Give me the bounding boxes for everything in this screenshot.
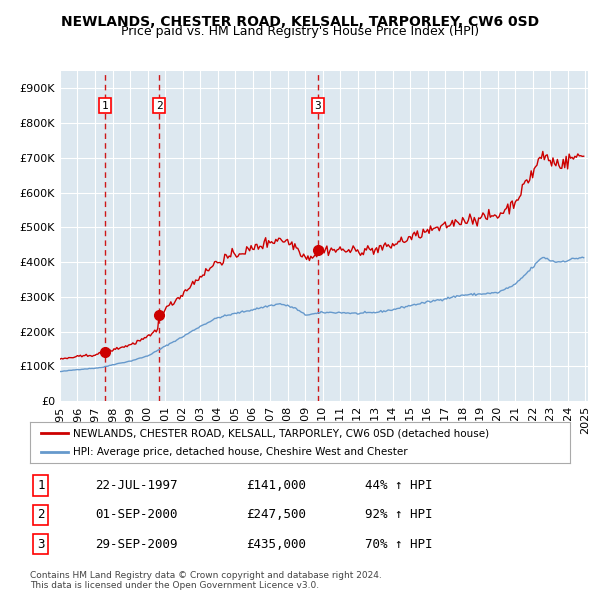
Text: 01-SEP-2000: 01-SEP-2000 <box>95 508 178 522</box>
Text: 2: 2 <box>156 100 163 110</box>
Text: NEWLANDS, CHESTER ROAD, KELSALL, TARPORLEY, CW6 0SD: NEWLANDS, CHESTER ROAD, KELSALL, TARPORL… <box>61 15 539 29</box>
Text: NEWLANDS, CHESTER ROAD, KELSALL, TARPORLEY, CW6 0SD (detached house): NEWLANDS, CHESTER ROAD, KELSALL, TARPORL… <box>73 428 490 438</box>
Text: £435,000: £435,000 <box>246 537 306 550</box>
Text: 70% ↑ HPI: 70% ↑ HPI <box>365 537 432 550</box>
Text: 92% ↑ HPI: 92% ↑ HPI <box>365 508 432 522</box>
Text: 22-JUL-1997: 22-JUL-1997 <box>95 479 178 492</box>
Text: HPI: Average price, detached house, Cheshire West and Chester: HPI: Average price, detached house, Ches… <box>73 447 408 457</box>
Text: 29-SEP-2009: 29-SEP-2009 <box>95 537 178 550</box>
Text: 2: 2 <box>37 508 44 522</box>
Text: 3: 3 <box>37 537 44 550</box>
Text: Price paid vs. HM Land Registry's House Price Index (HPI): Price paid vs. HM Land Registry's House … <box>121 25 479 38</box>
Text: 3: 3 <box>315 100 322 110</box>
Text: 1: 1 <box>37 479 44 492</box>
Text: £141,000: £141,000 <box>246 479 306 492</box>
Text: 44% ↑ HPI: 44% ↑ HPI <box>365 479 432 492</box>
Text: 1: 1 <box>101 100 108 110</box>
Text: This data is licensed under the Open Government Licence v3.0.: This data is licensed under the Open Gov… <box>30 581 319 589</box>
Text: Contains HM Land Registry data © Crown copyright and database right 2024.: Contains HM Land Registry data © Crown c… <box>30 571 382 580</box>
Text: £247,500: £247,500 <box>246 508 306 522</box>
